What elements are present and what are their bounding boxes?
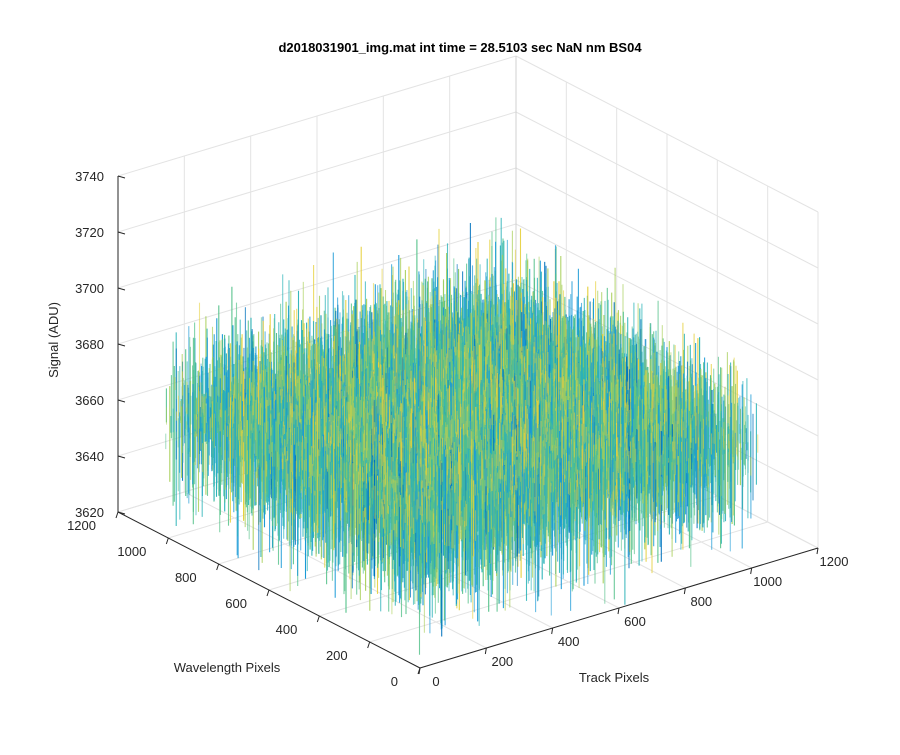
surface-layer — [166, 217, 758, 654]
